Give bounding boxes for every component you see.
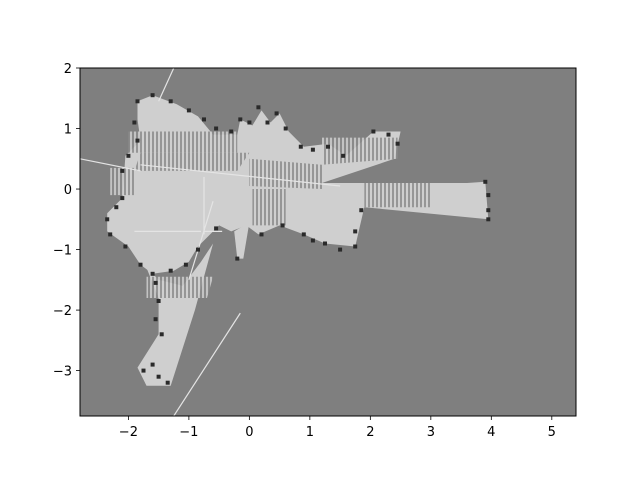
x-tick-label: 1 <box>306 425 314 440</box>
obstacle-cell-27 <box>338 247 343 252</box>
obstacle-cell-44 <box>120 196 125 201</box>
ray-spoke-0 <box>140 164 341 187</box>
y-tick-label: −1 <box>53 244 72 259</box>
obstacle-cell-23 <box>486 217 491 222</box>
obstacle-cell-22 <box>486 208 491 213</box>
obstacle-cell-45 <box>120 168 125 173</box>
hatched-region-2 <box>249 158 322 189</box>
ray-spoke-4 <box>173 312 241 416</box>
obstacle-cell-9 <box>256 105 261 110</box>
obstacle-cell-21 <box>486 193 491 198</box>
y-axis: −3 −2 −1 0 1 2 <box>53 62 80 380</box>
x-axis: −2 −1 0 1 2 3 4 5 <box>119 416 556 440</box>
obstacle-cell-36 <box>183 262 188 267</box>
x-tick-label: 4 <box>487 425 495 440</box>
obstacle-cell-33 <box>235 256 240 261</box>
y-tick-label: 0 <box>64 183 72 198</box>
obstacle-cell-6 <box>229 129 234 134</box>
hatched-region-7 <box>146 276 214 298</box>
obstacle-cell-53 <box>150 362 155 367</box>
x-tick-label: 2 <box>366 425 374 440</box>
obstacle-cell-8 <box>247 120 252 125</box>
hatched-region-1 <box>134 152 250 171</box>
ray-spokes-layer <box>80 68 341 416</box>
obstacle-cell-52 <box>159 332 164 337</box>
obstacle-cell-29 <box>310 238 315 243</box>
y-tick-label: −2 <box>53 304 72 319</box>
y-tick-label: 1 <box>64 123 72 138</box>
obstacle-cell-41 <box>108 232 113 237</box>
obstacle-cell-4 <box>202 117 206 122</box>
obstacle-cell-40 <box>123 244 128 249</box>
x-tick-label: −1 <box>179 425 198 440</box>
obstacle-cell-24 <box>359 208 364 213</box>
obstacle-cell-14 <box>310 147 315 152</box>
obstacle-layer <box>105 93 491 385</box>
hatched-region-3 <box>322 137 398 165</box>
hatched-region-4 <box>364 183 431 208</box>
y-tick-label: 2 <box>64 62 72 77</box>
obstacle-cell-26 <box>353 244 358 249</box>
obstacle-cell-32 <box>259 232 264 237</box>
obstacle-cell-37 <box>168 268 173 273</box>
obstacle-cell-16 <box>341 153 346 158</box>
obstacle-cell-2 <box>168 99 173 104</box>
obstacle-cell-38 <box>150 271 155 276</box>
obstacle-cell-19 <box>395 141 400 146</box>
obstacle-cell-55 <box>156 374 161 379</box>
obstacle-cell-34 <box>214 226 219 231</box>
obstacle-cell-42 <box>105 217 110 222</box>
obstacle-cell-17 <box>371 129 376 134</box>
obstacle-cell-25 <box>353 229 358 234</box>
obstacle-cell-54 <box>141 368 146 373</box>
scan-hatching-layer <box>110 131 431 298</box>
obstacle-cell-39 <box>138 262 143 267</box>
obstacle-cell-47 <box>135 138 140 143</box>
obstacle-cell-0 <box>135 99 140 104</box>
obstacle-cell-46 <box>126 153 131 158</box>
obstacle-cell-13 <box>298 144 303 149</box>
x-tick-label: 5 <box>548 425 556 440</box>
hatched-region-6 <box>110 167 135 196</box>
obstacle-cell-28 <box>323 241 327 246</box>
obstacle-cell-1 <box>150 93 155 98</box>
obstacle-cell-18 <box>386 132 391 137</box>
plot-frame <box>79 67 577 417</box>
obstacle-cell-3 <box>186 108 191 113</box>
x-tick-label: −2 <box>119 425 138 440</box>
obstacle-cell-43 <box>114 205 119 210</box>
obstacle-cell-10 <box>265 120 270 125</box>
hatched-region-0 <box>128 131 238 153</box>
obstacle-cell-5 <box>214 126 219 131</box>
obstacle-cell-15 <box>326 144 330 149</box>
ray-spoke-1 <box>80 158 141 172</box>
obstacle-cell-7 <box>238 117 243 122</box>
obstacle-cell-35 <box>196 247 200 252</box>
obstacle-cell-30 <box>301 232 306 237</box>
obstacle-cell-11 <box>274 111 279 116</box>
obstacle-cell-50 <box>156 299 161 303</box>
free-region-2 <box>234 222 250 259</box>
obstacle-cell-12 <box>283 126 288 131</box>
hatched-region-5 <box>252 189 286 226</box>
y-tick-label: −3 <box>53 365 72 380</box>
x-tick-label: 3 <box>427 425 435 440</box>
obstacle-cell-49 <box>153 280 158 285</box>
obstacle-cell-51 <box>153 317 158 322</box>
obstacle-cell-31 <box>280 223 285 228</box>
x-tick-label: 0 <box>245 425 253 440</box>
ray-spoke-3 <box>188 200 214 281</box>
obstacle-cell-20 <box>483 179 488 184</box>
obstacle-cell-56 <box>165 380 170 385</box>
obstacle-cell-48 <box>132 120 137 125</box>
ray-spoke-2 <box>158 68 175 102</box>
